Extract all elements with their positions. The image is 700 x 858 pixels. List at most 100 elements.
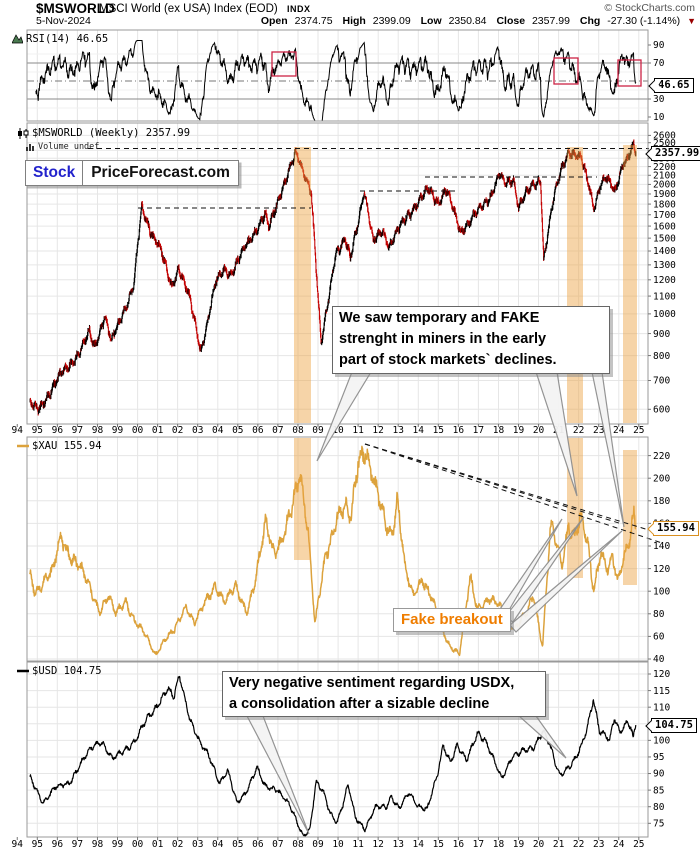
exchange-label: INDX xyxy=(287,4,311,14)
usd-line-swatch-icon xyxy=(17,669,29,673)
xau-series xyxy=(29,445,637,657)
low-value: 2350.84 xyxy=(448,15,487,27)
svg-text:220: 220 xyxy=(653,451,670,462)
svg-text:10: 10 xyxy=(332,425,344,436)
svg-text:1500: 1500 xyxy=(653,233,676,244)
svg-text:25: 25 xyxy=(633,425,644,436)
svg-text:22: 22 xyxy=(573,839,584,850)
svg-text:30: 30 xyxy=(653,94,665,105)
svg-text:2500: 2500 xyxy=(653,138,676,149)
svg-text:09: 09 xyxy=(312,425,324,436)
svg-text:1100: 1100 xyxy=(653,291,676,302)
svg-text:90: 90 xyxy=(653,40,665,51)
svg-text:02: 02 xyxy=(172,839,183,850)
svg-text:97: 97 xyxy=(72,839,83,850)
svg-text:120: 120 xyxy=(653,564,670,575)
svg-text:13: 13 xyxy=(392,839,403,850)
stockpriceforecast-logo[interactable]: Stock PriceForecast.com xyxy=(25,160,239,186)
svg-text:96: 96 xyxy=(52,425,64,436)
price-candles xyxy=(29,139,637,416)
svg-text:15: 15 xyxy=(433,839,444,850)
svg-text:60: 60 xyxy=(653,632,665,643)
svg-text:08: 08 xyxy=(292,839,304,850)
price-legend: $MSWORLD (Weekly) 2357.99 xyxy=(17,127,190,139)
svg-text:12: 12 xyxy=(372,425,383,436)
svg-text:80: 80 xyxy=(653,802,665,813)
svg-text:100: 100 xyxy=(653,736,670,747)
svg-text:00: 00 xyxy=(132,839,144,850)
svg-text:25: 25 xyxy=(633,839,644,850)
svg-text:600: 600 xyxy=(653,405,670,416)
svg-text:04: 04 xyxy=(212,839,224,850)
quote-date: 5-Nov-2024 xyxy=(36,15,91,27)
svg-text:1800: 1800 xyxy=(653,199,676,210)
svg-text:700: 700 xyxy=(653,376,670,387)
svg-text:07: 07 xyxy=(272,425,283,436)
svg-text:11: 11 xyxy=(352,425,364,436)
price-legend-label: $MSWORLD (Weekly) 2357.99 xyxy=(32,127,191,139)
svg-text:180: 180 xyxy=(653,496,670,507)
svg-text:19: 19 xyxy=(513,425,525,436)
svg-text:140: 140 xyxy=(653,541,670,552)
chg-label: Chg xyxy=(579,15,601,27)
svg-text:97: 97 xyxy=(72,425,83,436)
svg-text:03: 03 xyxy=(192,425,203,436)
logo-priceforecast-text: PriceForecast.com xyxy=(91,164,230,181)
svg-text:00: 00 xyxy=(132,425,144,436)
svg-text:110: 110 xyxy=(653,702,670,713)
candlestick-icon xyxy=(18,127,29,139)
svg-text:01: 01 xyxy=(152,425,164,436)
dashed-resistance-lines xyxy=(88,148,663,544)
high-label: High xyxy=(342,15,366,27)
svg-text:16: 16 xyxy=(453,425,465,436)
svg-text:20: 20 xyxy=(533,425,545,436)
volume-legend: Volume undef xyxy=(26,142,99,152)
svg-text:1200: 1200 xyxy=(653,275,676,286)
volume-legend-label: Volume undef xyxy=(38,142,100,152)
svg-text:03: 03 xyxy=(192,839,203,850)
svg-text:10: 10 xyxy=(653,112,665,123)
svg-text:2600: 2600 xyxy=(653,131,676,142)
fake-breakout-note: Fake breakout xyxy=(393,608,511,632)
volume-bars-icon xyxy=(26,144,34,151)
svg-text:95: 95 xyxy=(653,752,664,763)
svg-text:18: 18 xyxy=(493,839,505,850)
svg-text:200: 200 xyxy=(653,473,670,484)
svg-text:09: 09 xyxy=(312,839,324,850)
svg-text:2100: 2100 xyxy=(653,170,676,181)
usd-series xyxy=(29,675,637,837)
rsi-series xyxy=(35,40,637,121)
svg-text:94: 94 xyxy=(12,839,24,850)
svg-text:1600: 1600 xyxy=(653,221,676,232)
svg-text:2000: 2000 xyxy=(653,180,676,191)
svg-text:1700: 1700 xyxy=(653,210,676,221)
svg-text:10: 10 xyxy=(332,839,344,850)
svg-text:17: 17 xyxy=(473,839,484,850)
symbol-title: $MSWORLD xyxy=(36,1,115,16)
svg-text:95: 95 xyxy=(32,839,43,850)
svg-text:01: 01 xyxy=(152,839,164,850)
svg-text:80: 80 xyxy=(653,609,665,620)
xau-legend: $XAU 155.94 xyxy=(17,440,102,452)
miners-annotation-note: We saw temporary and FAKE strenght in mi… xyxy=(332,306,610,374)
svg-text:94: 94 xyxy=(12,425,24,436)
svg-text:1400: 1400 xyxy=(653,246,676,257)
symbol-description: MSCI World (ex USA) Index (EOD) xyxy=(99,3,278,15)
svg-text:14: 14 xyxy=(413,839,425,850)
svg-text:23: 23 xyxy=(593,839,604,850)
svg-text:1900: 1900 xyxy=(653,189,676,200)
svg-text:70: 70 xyxy=(653,58,665,69)
svg-text:14: 14 xyxy=(413,425,425,436)
svg-text:40: 40 xyxy=(653,654,665,665)
svg-text:19: 19 xyxy=(513,839,525,850)
svg-text:18: 18 xyxy=(493,425,505,436)
svg-text:24: 24 xyxy=(613,425,625,436)
stockcharts-copyright: © StockCharts.com xyxy=(604,2,695,14)
rsi-legend: RSI(14) 46.65 xyxy=(12,33,108,45)
svg-text:05: 05 xyxy=(232,425,243,436)
svg-text:07: 07 xyxy=(272,839,283,850)
svg-text:900: 900 xyxy=(653,329,670,340)
usd-legend: $USD 104.75 xyxy=(17,665,102,677)
svg-text:99: 99 xyxy=(112,839,124,850)
